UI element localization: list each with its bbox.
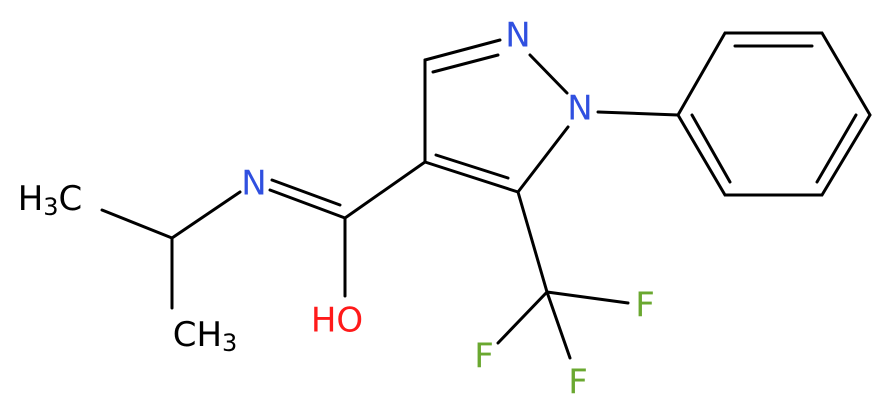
- atom-label: HO: [311, 301, 363, 341]
- atom-label: CH3: [173, 315, 238, 358]
- bond: [170, 190, 242, 240]
- atom-label: N: [241, 164, 266, 204]
- bond: [545, 290, 572, 360]
- bond: [434, 153, 510, 180]
- atom-label: H3C: [18, 179, 83, 222]
- atom-part: C: [59, 179, 83, 219]
- atom-label: F: [568, 363, 588, 403]
- bond: [268, 188, 347, 220]
- bond: [100, 208, 174, 240]
- atom-label: F: [474, 337, 494, 377]
- bond: [596, 110, 680, 117]
- bond: [496, 290, 549, 345]
- bond: [343, 160, 427, 220]
- bond: [528, 53, 569, 95]
- atom-label: N: [567, 89, 592, 129]
- atom-part: H: [18, 179, 44, 219]
- atom-subscript: 3: [43, 193, 58, 221]
- atom-labels: N N N HO F F F H3C CH3: [18, 16, 655, 403]
- bond: [270, 178, 342, 207]
- bonds: [100, 31, 872, 360]
- bond: [516, 125, 570, 194]
- bond: [431, 53, 500, 74]
- phenyl-ring: [676, 31, 872, 197]
- bond: [423, 38, 502, 62]
- bond: [423, 160, 520, 194]
- atom-label: N: [505, 16, 530, 56]
- bond: [815, 113, 858, 184]
- bond: [516, 190, 549, 294]
- bond: [545, 290, 630, 305]
- atom-subscript: 3: [222, 329, 237, 357]
- bond: [690, 113, 732, 184]
- atom-part: CH: [173, 315, 222, 355]
- atom-label: F: [635, 286, 655, 326]
